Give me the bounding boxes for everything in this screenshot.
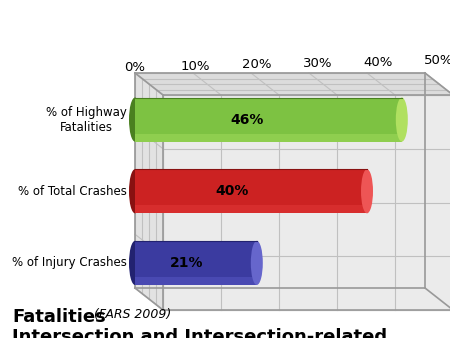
Text: 10%: 10% (181, 60, 211, 73)
Ellipse shape (129, 241, 141, 285)
Bar (135, 134, 402, 142)
Ellipse shape (396, 98, 408, 142)
Polygon shape (135, 73, 450, 95)
Text: % of Injury Crashes: % of Injury Crashes (12, 257, 127, 269)
Ellipse shape (361, 169, 373, 213)
Ellipse shape (129, 169, 141, 213)
Text: 50%: 50% (424, 54, 450, 67)
Text: 20%: 20% (242, 58, 271, 71)
Text: 40%: 40% (216, 184, 249, 198)
Text: Fatalities: Fatalities (12, 308, 106, 326)
Text: 21%: 21% (169, 256, 203, 270)
Text: Intersection and Intersection-related: Intersection and Intersection-related (12, 328, 387, 338)
Text: 30%: 30% (303, 57, 332, 70)
Text: % of Highway
Fatalities: % of Highway Fatalities (46, 105, 127, 134)
Polygon shape (135, 73, 163, 310)
Text: (FARS 2009): (FARS 2009) (90, 308, 171, 321)
Text: 46%: 46% (230, 113, 264, 127)
Bar (135, 98, 402, 142)
Polygon shape (163, 95, 450, 310)
Bar (135, 169, 367, 213)
Text: 0%: 0% (125, 61, 145, 74)
Text: 40%: 40% (364, 56, 393, 69)
Ellipse shape (251, 241, 263, 285)
Bar (135, 241, 257, 285)
Bar (135, 206, 367, 213)
Text: % of Total Crashes: % of Total Crashes (18, 185, 127, 198)
Ellipse shape (129, 98, 141, 142)
Bar (135, 277, 257, 285)
